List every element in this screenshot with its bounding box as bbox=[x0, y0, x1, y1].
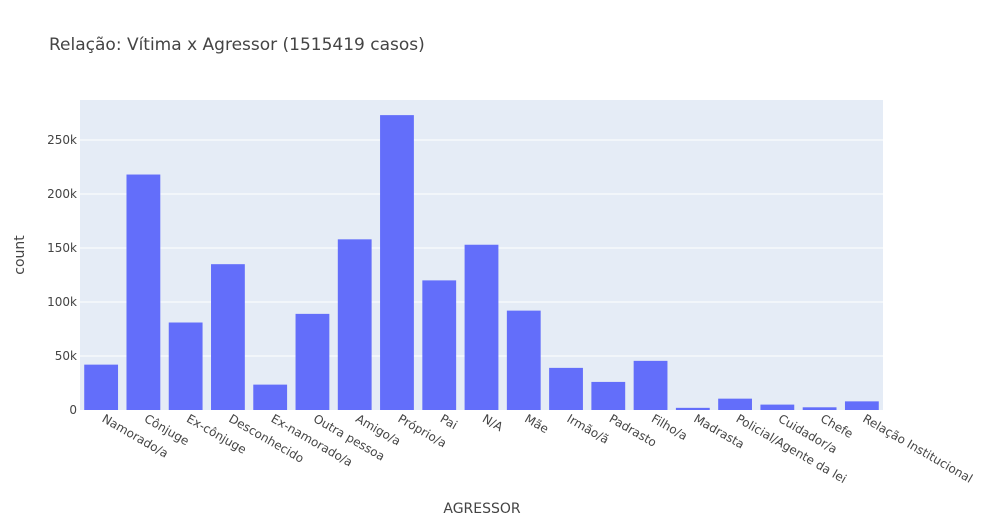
bar bbox=[126, 174, 161, 410]
bar bbox=[675, 407, 710, 410]
bar bbox=[380, 115, 414, 410]
bar bbox=[211, 264, 245, 410]
bar bbox=[464, 244, 499, 410]
x-tick-label: Pai bbox=[438, 411, 460, 432]
x-tick-label: Irmão/ã bbox=[565, 411, 612, 446]
x-tick-label: Relação Institucional bbox=[860, 411, 975, 485]
y-axis-title: count bbox=[12, 235, 28, 275]
bar bbox=[549, 367, 583, 410]
x-axis-title: AGRESSOR bbox=[443, 501, 521, 517]
bar bbox=[84, 364, 119, 410]
x-tick-label: N/A bbox=[480, 411, 506, 434]
chart-title: Relação: Vítima x Agressor (1515419 caso… bbox=[49, 35, 425, 55]
bar bbox=[633, 360, 668, 410]
y-tick-label: 100k bbox=[47, 295, 77, 309]
bar bbox=[718, 398, 752, 410]
x-tick-labels: Namorado/aCônjugeEx-cônjugeDesconhecidoE… bbox=[100, 411, 975, 486]
y-tick-label: 0 bbox=[69, 403, 77, 417]
x-tick-label: Padrasto bbox=[607, 411, 659, 449]
y-tick-label: 50k bbox=[55, 349, 77, 363]
y-tick-label: 200k bbox=[47, 187, 77, 201]
bars bbox=[84, 115, 879, 410]
bar bbox=[253, 384, 288, 410]
bar bbox=[422, 280, 457, 410]
bar bbox=[760, 404, 795, 410]
bar bbox=[506, 310, 541, 410]
bar bbox=[295, 313, 330, 410]
x-tick-label: Mãe bbox=[522, 411, 551, 436]
y-tick-labels: 0 50k 100k 150k 200k 250k bbox=[47, 133, 77, 417]
bar bbox=[802, 407, 837, 410]
bar bbox=[844, 401, 879, 410]
bar bbox=[168, 322, 203, 410]
y-tick-label: 150k bbox=[47, 241, 77, 255]
y-tick-label: 250k bbox=[47, 133, 77, 147]
bar bbox=[337, 239, 372, 410]
bar bbox=[591, 381, 626, 410]
